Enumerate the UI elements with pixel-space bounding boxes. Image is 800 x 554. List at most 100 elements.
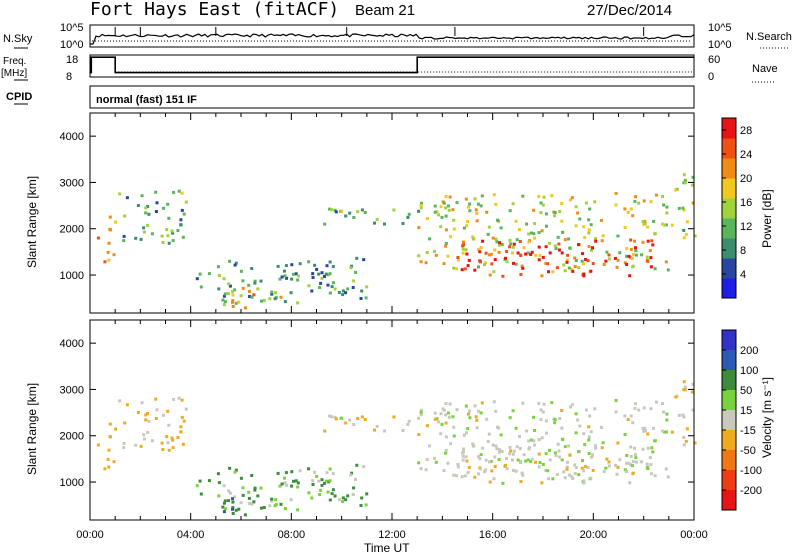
power-cell: [440, 215, 444, 219]
power-cell: [355, 256, 359, 260]
velocity-cell: [649, 407, 653, 411]
power-cell: [691, 183, 694, 187]
power-cell: [360, 208, 364, 212]
power-cell: [626, 211, 630, 214]
power-cell: [171, 239, 175, 243]
power-cell: [685, 220, 689, 224]
power-cell: [480, 194, 484, 198]
velocity-cell: [467, 412, 470, 416]
power-cell: [631, 264, 635, 268]
velocity-cell: [511, 458, 514, 462]
power-cell: [649, 256, 653, 260]
power-cell: [467, 205, 470, 209]
power-cell: [557, 248, 561, 252]
power-cell: [349, 266, 353, 270]
power-ylabel: Slant Range [km]: [25, 176, 39, 268]
x-axis-label: Time UT: [364, 541, 410, 554]
power-cell: [279, 295, 283, 299]
velocity-cell: [446, 461, 450, 465]
velocity-cell: [489, 459, 493, 463]
power-cell: [250, 267, 254, 270]
velocity-cell: [682, 415, 686, 419]
power-cell: [646, 225, 650, 229]
x-tick-labels: 00:00 04:00 08:00 12:00 16:00 20:00 00:00: [76, 529, 708, 541]
power-cell: [139, 237, 143, 241]
velocity-cell: [584, 465, 588, 468]
power-cell: [239, 294, 243, 298]
power-cell: [693, 234, 697, 238]
power-cell: [233, 263, 237, 267]
velocity-cell: [648, 456, 652, 460]
velocity-cell: [373, 428, 376, 432]
velocity-cell: [313, 470, 317, 474]
velocity-cell: [494, 444, 498, 448]
power-cell: [485, 210, 489, 214]
power-cell: [629, 207, 633, 211]
velocity-cell: [419, 413, 423, 417]
velocity-cell: [614, 463, 617, 467]
velocity-cell: [462, 433, 466, 437]
power-cell: [548, 251, 552, 255]
power-cell: [464, 248, 468, 252]
power-cell: [666, 268, 670, 272]
power-cell: [649, 265, 653, 269]
power-cell: [167, 216, 171, 220]
power-colorbar-label: Power [dB]: [760, 189, 774, 248]
power-cell: [166, 202, 170, 206]
power-cell: [231, 305, 235, 308]
velocity-cell: [556, 442, 560, 446]
cpid-label: CPID: [6, 91, 32, 103]
velocity-cell: [674, 395, 678, 399]
velocity-cell: [631, 421, 635, 425]
power-cell: [253, 279, 257, 283]
velocity-cell: [587, 435, 591, 439]
velocity-cell: [537, 438, 541, 442]
power-colorbar-tick-label: 4: [740, 269, 746, 281]
power-cell: [587, 228, 591, 232]
power-cell: [180, 191, 184, 195]
velocity-cell: [247, 490, 251, 494]
velocity-cell: [109, 435, 113, 439]
velocity-cell: [591, 469, 595, 472]
power-cell: [631, 214, 635, 218]
power-cell: [498, 243, 502, 247]
power-cell: [582, 225, 586, 229]
velocity-cell: [492, 477, 496, 481]
velocity-cell: [649, 472, 653, 476]
power-cell: [665, 211, 669, 215]
velocity-colorbar-segment: [722, 490, 736, 511]
velocity-cell: [533, 429, 537, 432]
velocity-cell: [570, 475, 574, 479]
velocity-cell: [243, 513, 247, 517]
power-cell: [323, 222, 327, 226]
power-cell: [664, 223, 668, 227]
velocity-cell: [231, 512, 235, 515]
velocity-cell: [570, 403, 574, 407]
velocity-cell: [623, 414, 627, 418]
velocity-cell: [284, 471, 288, 475]
power-cell: [484, 261, 488, 265]
velocity-cell: [344, 421, 348, 425]
velocity-cell: [544, 419, 548, 423]
velocity-cell: [537, 465, 541, 469]
velocity-cell: [234, 508, 238, 512]
power-cell: [655, 193, 658, 197]
power-cell: [520, 264, 524, 268]
power-cell: [542, 195, 546, 199]
velocity-cell: [588, 414, 592, 418]
power-cell: [682, 236, 686, 240]
velocity-cell: [631, 460, 635, 464]
power-cell: [419, 203, 423, 207]
velocity-cell: [494, 409, 498, 413]
velocity-cell: [123, 421, 127, 425]
velocity-cell: [455, 474, 458, 478]
velocity-cell: [439, 412, 443, 416]
velocity-cell: [472, 444, 476, 448]
velocity-cell: [237, 507, 241, 511]
velocity-cell: [465, 431, 469, 435]
power-cell: [492, 270, 496, 274]
velocity-cell: [508, 452, 512, 456]
velocity-cell: [685, 427, 689, 431]
velocity-cell: [599, 425, 603, 429]
power-cell: [582, 272, 586, 276]
